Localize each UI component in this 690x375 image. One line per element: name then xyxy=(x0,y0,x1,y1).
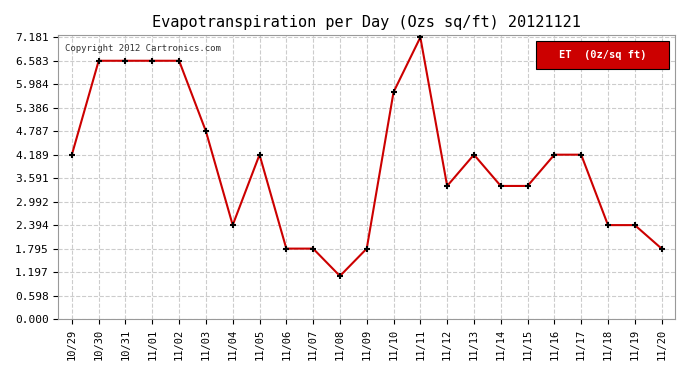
Text: Copyright 2012 Cartronics.com: Copyright 2012 Cartronics.com xyxy=(65,44,221,53)
Title: Evapotranspiration per Day (Ozs sq/ft) 20121121: Evapotranspiration per Day (Ozs sq/ft) 2… xyxy=(152,15,581,30)
Text: ET  (0z/sq ft): ET (0z/sq ft) xyxy=(559,50,647,60)
FancyBboxPatch shape xyxy=(536,41,669,69)
